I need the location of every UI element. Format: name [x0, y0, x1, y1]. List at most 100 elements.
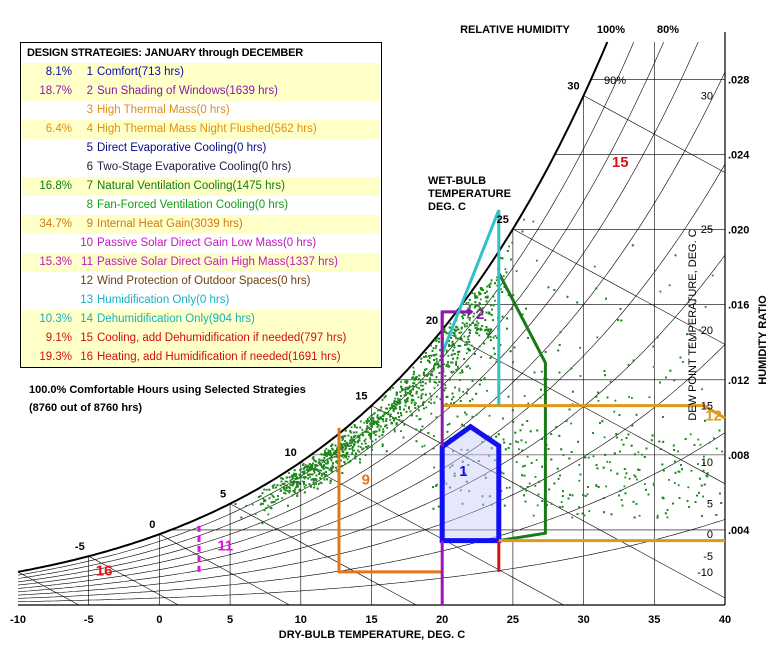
data-point	[245, 505, 248, 507]
data-point	[325, 447, 328, 450]
data-point	[426, 375, 428, 377]
data-point	[521, 474, 523, 477]
data-point	[401, 389, 403, 392]
data-point	[425, 368, 428, 370]
data-point	[327, 449, 330, 452]
data-point	[475, 305, 478, 307]
data-point	[318, 462, 321, 464]
data-point	[697, 438, 700, 441]
data-point	[597, 486, 600, 488]
data-point	[528, 482, 531, 485]
data-point	[263, 509, 266, 512]
data-point	[386, 407, 389, 410]
data-point	[315, 478, 318, 481]
data-point	[313, 471, 316, 474]
zone-label-7: 7	[485, 325, 493, 342]
data-point	[240, 516, 243, 519]
data-point	[366, 427, 369, 429]
data-point	[326, 454, 328, 457]
data-point	[410, 394, 413, 397]
data-point	[433, 359, 435, 361]
data-point	[399, 408, 401, 411]
data-point	[672, 502, 674, 505]
data-point	[461, 322, 464, 324]
data-point	[562, 490, 564, 493]
data-point	[296, 495, 299, 497]
data-point	[398, 398, 401, 401]
data-point	[359, 446, 362, 448]
summary-line-2: (8760 out of 8760 hrs)	[29, 402, 143, 414]
data-point	[439, 355, 442, 358]
data-point	[507, 294, 510, 297]
data-point	[436, 363, 439, 366]
data-point	[688, 345, 691, 347]
data-point	[604, 374, 606, 377]
data-point	[361, 431, 364, 434]
data-point	[413, 401, 416, 404]
data-point	[610, 513, 613, 516]
data-point	[263, 500, 265, 503]
data-point	[452, 370, 455, 373]
data-point	[341, 443, 343, 446]
summary: 100.0% Comfortable Hours using Selected …	[29, 381, 306, 417]
data-point	[445, 332, 448, 335]
data-point	[500, 288, 502, 291]
data-point	[519, 429, 522, 432]
data-point	[345, 447, 347, 450]
data-point	[453, 472, 456, 475]
data-point	[372, 420, 375, 423]
data-point	[468, 332, 471, 334]
data-point	[477, 304, 480, 307]
data-point	[502, 438, 505, 441]
data-point	[395, 422, 398, 425]
data-point	[435, 340, 438, 342]
data-point	[382, 420, 385, 423]
data-point	[476, 320, 478, 323]
data-point	[359, 458, 361, 461]
legend-item-8: 8 Fan-Forced Ventilation Cooling(0 hrs)	[22, 196, 380, 215]
data-point	[592, 455, 595, 458]
legend-item-number: 5	[86, 142, 93, 154]
data-point	[632, 500, 635, 503]
data-point	[512, 421, 515, 423]
legend-item-4: 6.4% 4 High Thermal Mass Night Flushed(562…	[22, 120, 380, 139]
data-point	[457, 351, 459, 353]
data-point	[579, 473, 582, 476]
wetbulb-line	[583, 95, 725, 327]
data-point	[698, 491, 700, 494]
data-point	[318, 458, 321, 461]
data-point	[433, 387, 436, 389]
data-point	[404, 390, 407, 393]
rh-curve-40	[17, 254, 726, 593]
summary-line-1: 100.0% Comfortable Hours using Selected …	[29, 384, 306, 396]
data-point	[364, 442, 367, 445]
wetbulb-tick-label: 25	[497, 214, 509, 226]
data-point	[295, 473, 298, 475]
data-point	[347, 455, 350, 458]
data-point	[443, 331, 446, 333]
data-point	[422, 400, 425, 403]
data-point	[677, 484, 680, 487]
data-point	[661, 463, 664, 466]
data-point	[405, 392, 407, 394]
data-point	[412, 399, 415, 401]
data-point	[458, 389, 461, 392]
data-point	[511, 409, 514, 412]
data-point	[456, 326, 459, 329]
data-point	[467, 338, 470, 341]
data-point	[474, 324, 477, 326]
data-point	[463, 335, 466, 338]
data-point	[294, 488, 296, 491]
data-point	[456, 356, 459, 359]
data-point	[455, 364, 458, 366]
data-point	[311, 465, 314, 467]
data-point	[434, 362, 437, 365]
data-point	[423, 371, 425, 374]
data-point	[345, 456, 347, 459]
legend-item-number: 6	[86, 161, 93, 173]
legend-item-5: 5 Direct Evaporative Cooling(0 hrs)	[22, 139, 380, 158]
data-point	[699, 443, 702, 446]
data-point	[457, 328, 460, 331]
data-point	[267, 504, 270, 507]
data-point	[559, 474, 561, 477]
